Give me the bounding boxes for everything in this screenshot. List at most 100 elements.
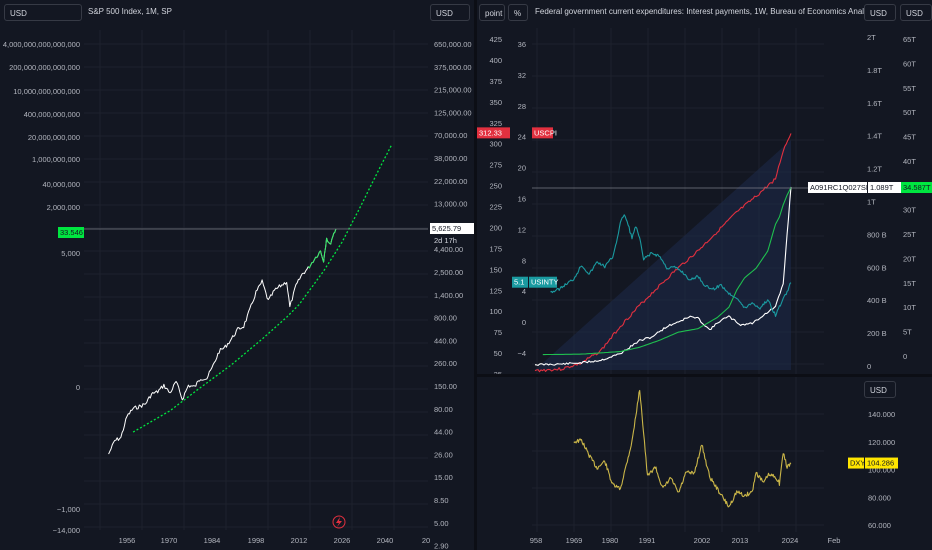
left-axis-tick: 40,000,000 [42,180,80,189]
dxy-pane: 140.000 120.000 100.000 80.000 60.000 DXY 104.… [477,377,932,550]
right-axis-tick: 5.00 [434,519,449,528]
right-axis-tick: 2.90 [434,542,449,550]
countdown-label: 2d 17h [434,236,457,245]
horizontal-divider[interactable] [477,374,932,377]
percent-axis-tick: 36 [518,40,526,49]
point-axis-tick: 150 [489,265,502,274]
percent-axis-tick: −4 [517,349,526,358]
left-axis-tick: 400,000,000,000 [24,110,80,119]
point-axis-tick: 375 [489,77,502,86]
right-axis-tick: 15.00 [434,473,453,482]
green-series-line [542,187,792,356]
percent-axis-tick: 4 [522,287,526,296]
point-axis-tick: 300 [489,140,502,149]
point-axis-tick: 250 [489,182,502,191]
usd1-axis-tick: 1.8T [867,66,882,75]
series-value-label: 1.089T [870,183,894,192]
usd2-axis-tick: 60T [903,59,916,68]
right-axis-tick: 125,000.00 [434,108,472,117]
right-axis-tick: 1,400.00 [434,291,463,300]
usd-button-2[interactable]: USD [900,4,932,21]
right-axis-tick: 80.00 [434,405,453,414]
left-highlight-label-bg [58,227,84,238]
right-axis-tick: 260.00 [434,359,457,368]
usd2-axis-tick: 65T [903,35,916,44]
usd2-axis-tick: 25T [903,230,916,239]
uscpi-name-label-bg [532,127,553,139]
x-axis-tick: 958 [530,536,543,545]
left-axis-tick: 20,000,000,000 [28,133,80,142]
x-axis-tick: 2024 [782,536,799,545]
uscpi-value-label: 312.33 [479,128,502,137]
dxy-axis-tick: 80.000 [868,493,891,502]
dxy-axis-tick: 100.000 [868,466,895,475]
dxy-chart: 140.000 120.000 100.000 80.000 60.000 DXY 104.… [530,377,898,545]
dxy-axis-tick: 60.000 [868,521,891,530]
interest-chart: 4254003753503253002752502252001751501251… [477,28,932,374]
uscpi-name-label: USCPI [534,128,557,137]
dxy-value-label-bg [865,457,898,469]
left-axis-tick: −1,000 [57,505,80,514]
usd2-axis-tick: 15T [903,279,916,288]
usd2-axis-tick: 20T [903,254,916,263]
uscpi-line [534,133,792,373]
right-axis-tick: 8.50 [434,496,449,505]
usd2-axis-tick: 45T [903,133,916,142]
x-axis-tick: 1970 [161,536,178,545]
usd1-axis-tick: 600 B [867,263,887,272]
x-axis-tick: 1980 [602,536,619,545]
usinty-value-label-bg [512,276,528,288]
sp500-recent-highlight [307,228,337,269]
point-axis-tick: 75 [494,328,502,337]
sp500-chart: 650,000.00 375,000.00 215,000.00 125,000.00… [3,30,474,550]
outer-right-value-label-bg [901,182,932,193]
right-axis-tick: 215,000.00 [434,86,472,95]
left-axis-tick: −14,000 [53,526,80,535]
interest-payments-line [534,186,792,366]
usd-button-1[interactable]: USD [864,4,896,21]
x-axis-tick: 1984 [204,536,221,545]
percent-axis-tick: 0 [522,318,526,327]
dxy-currency-button[interactable]: USD [864,381,896,398]
right-axis-tick: 440.00 [434,336,457,345]
left-axis-tick: 0 [76,383,80,392]
usd1-axis-tick: 200 B [867,329,887,338]
percent-axis-tick: 16 [518,195,526,204]
right-currency-button[interactable]: USD [430,4,470,21]
percent-button[interactable]: % [508,4,528,21]
usd1-axis-tick: 1T [867,198,876,207]
percent-axis-tick: 8 [522,256,526,265]
usd1-axis-tick: 1.4T [867,132,882,141]
uscpi-value-label-bg [477,127,510,139]
usd1-axis-tick: 400 B [867,296,887,305]
usinty-name-label-bg [529,276,557,288]
left-axis-tick: 4,000,000,000,000,000 [3,40,80,49]
point-axis-tick: 25 [494,370,502,374]
usd2-axis-tick: 5T [903,328,912,337]
right-axis-tick: 650,000.00 [434,40,472,49]
left-axis-tick: 1,000,000,000 [32,155,80,164]
x-axis-tick: 1956 [119,536,136,545]
left-highlight-label: 33.546 [60,228,83,237]
x-axis-tick: 2026 [334,536,351,545]
percent-axis-tick: 24 [518,133,526,142]
point-button[interactable]: point [479,4,505,21]
last-price-label-bg [430,223,474,234]
x-axis-tick: 1969 [566,536,583,545]
outer-right-value-label: 34.587T [903,183,931,192]
usinty-name-label: USINTY [531,278,559,287]
left-axis-tick: 10,000,000,000,000 [13,87,80,96]
point-axis-tick: 275 [489,161,502,170]
point-axis-tick: 225 [489,203,502,212]
left-currency-button[interactable]: USD [4,4,82,21]
x-axis-tick: 2002 [694,536,711,545]
point-axis-tick: 50 [494,349,502,358]
usinty-value-label: 5.1 [514,278,524,287]
percent-axis-tick: 12 [518,225,526,234]
vertical-divider[interactable] [474,0,477,550]
usd1-axis-tick: 1.6T [867,99,882,108]
usd2-axis-tick: 50T [903,108,916,117]
series-value-label-bg [868,182,902,193]
left-axis-tick: 200,000,000,000,000 [9,63,80,72]
right-axis-tick: 22,000.00 [434,177,467,186]
